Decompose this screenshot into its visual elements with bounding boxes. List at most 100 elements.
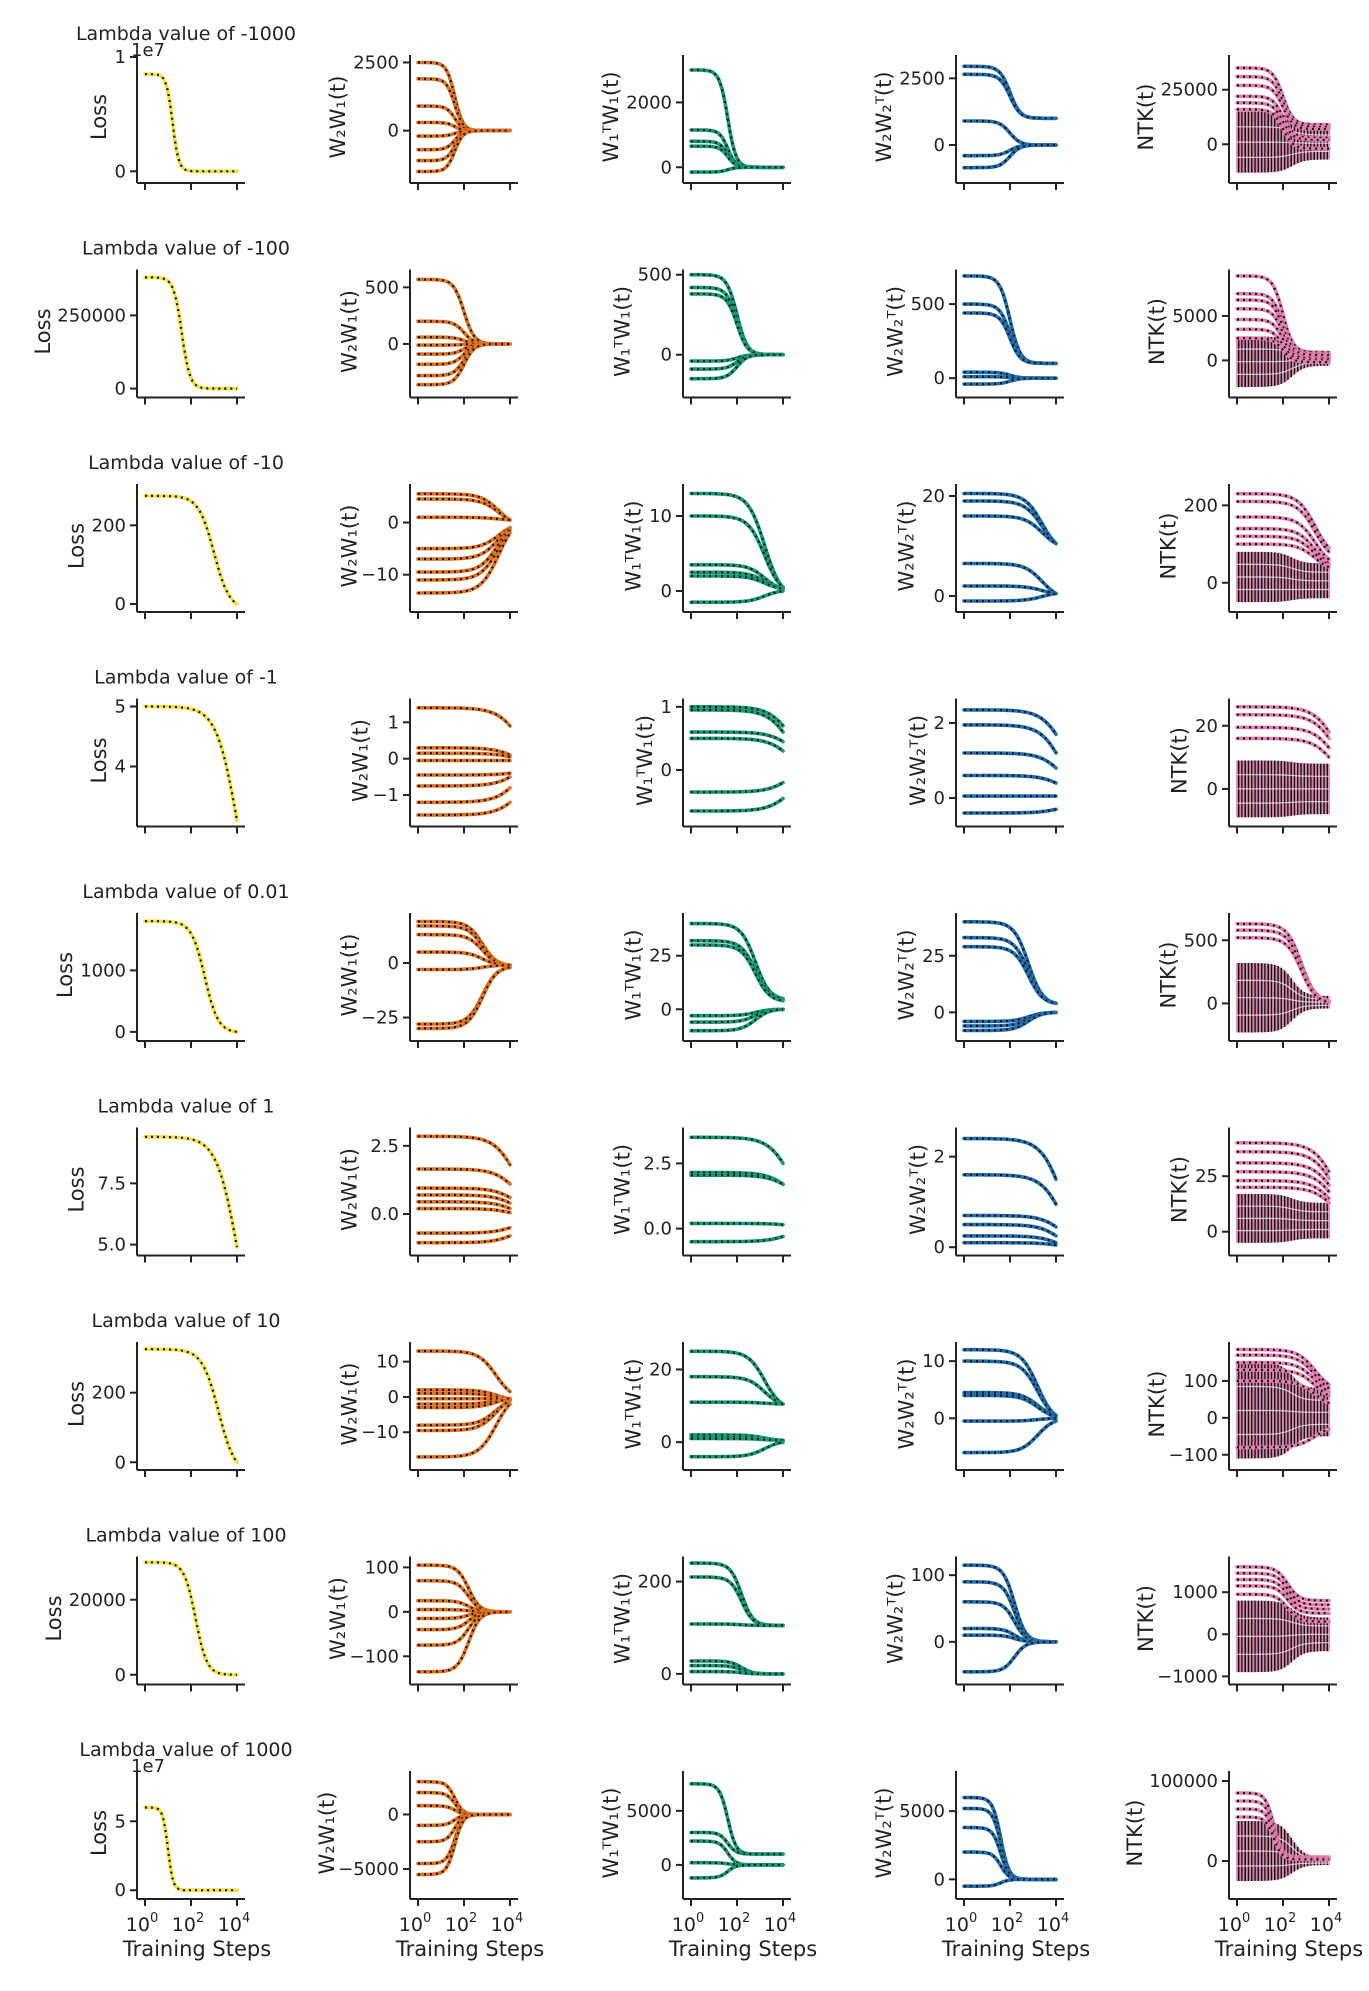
y-axis-label: W₂W₁(t) [326, 1577, 350, 1660]
series-dotted-line [1237, 84, 1329, 131]
y-tick-label: 25 [649, 946, 672, 967]
offset-label: 1e7 [131, 1756, 165, 1777]
series-line [416, 528, 512, 582]
y-tick-label: 200 [638, 1572, 672, 1593]
series-line [1235, 736, 1331, 760]
y-axis-label: W₂W₂ᵀ(t) [895, 500, 919, 591]
series-line [1235, 1141, 1331, 1174]
series-line [962, 72, 1058, 121]
series-line [1235, 526, 1331, 566]
x-tick-exponent: 4 [515, 1911, 523, 1926]
series-line [689, 68, 785, 170]
series-dotted-line [1237, 66, 1329, 126]
y-tick-label: 0 [934, 1237, 945, 1258]
y-tick-label: 0 [115, 161, 126, 182]
y-tick-label: 500 [638, 265, 672, 286]
series-line [416, 1167, 512, 1186]
y-axis-label: NTK(t) [1123, 1800, 1147, 1867]
y-tick-label: 20 [649, 1359, 672, 1380]
x-tick-label: 102 [718, 1911, 750, 1936]
ntk-band-line [1237, 1633, 1329, 1637]
y-tick-label: 10 [376, 1352, 399, 1373]
y-tick-label: 0 [115, 1665, 126, 1686]
series-dotted-line [964, 708, 1057, 735]
series-line [416, 800, 512, 817]
series-line [689, 514, 785, 590]
series-line [689, 796, 785, 813]
ntk-band-line [1237, 1004, 1329, 1016]
y-axis-label: W₂W₂ᵀ(t) [895, 1358, 919, 1449]
series-dotted-line [418, 129, 510, 173]
y-axis-label: Loss [87, 1810, 111, 1856]
series-dotted-line [1237, 737, 1330, 759]
series-line [143, 704, 239, 823]
series-line [689, 1436, 785, 1443]
series-line [962, 807, 1058, 815]
series-dotted-line [144, 1135, 239, 1248]
y-tick-label: 0 [1207, 134, 1218, 155]
y-tick-label: 0 [661, 999, 672, 1020]
y-axis-label: W₂W₂ᵀ(t) [872, 1787, 896, 1878]
y-axis-label: NTK(t) [1145, 1371, 1169, 1438]
panel-w2w1: −25 0 W₂W₁(t) [337, 913, 518, 1048]
series-line [416, 1396, 512, 1410]
y-tick-label: 0.0 [643, 1219, 672, 1240]
series-line [416, 525, 512, 561]
y-tick-label: 5 [115, 1811, 126, 1832]
ntk-band-line [1237, 141, 1329, 144]
x-tick-label: 104 [491, 1911, 523, 1936]
y-tick-label: 100 [365, 1557, 399, 1578]
y-tick-label: 5000 [1172, 306, 1218, 327]
panel-w2w1: −1 0 1 W₂W₁(t) [349, 698, 518, 834]
row-title: Lambda value of 1000 [79, 1739, 292, 1761]
series-line [962, 723, 1058, 755]
series-line [689, 1221, 785, 1227]
x-tick-exponent: 4 [788, 1911, 796, 1926]
y-axis-label: W₁ᵀW₁(t) [622, 1358, 646, 1449]
ntk-band [1236, 1193, 1330, 1243]
y-axis-label: NTK(t) [1134, 1585, 1158, 1652]
y-axis-label: W₁ᵀW₁(t) [610, 1573, 634, 1664]
y-axis-label: W₁ᵀW₁(t) [622, 929, 646, 1020]
series-dotted-line [418, 342, 510, 386]
series-line [1235, 1185, 1331, 1205]
y-tick-label: 0 [115, 594, 126, 615]
y-axis-label: Loss [64, 523, 88, 569]
y-tick-label: 0 [661, 760, 672, 781]
x-axis-label: Training Steps [668, 1937, 817, 1961]
y-axis-label: W₂W₁(t) [315, 1792, 339, 1875]
series-line [962, 514, 1058, 546]
series-dotted-line [1237, 1427, 1330, 1449]
series-line [416, 965, 512, 1031]
series-line [143, 494, 239, 606]
series-line [962, 1419, 1058, 1455]
series-line [962, 1173, 1058, 1206]
series-line [689, 1400, 785, 1406]
series-line [962, 944, 1058, 1006]
series-line [689, 943, 785, 1003]
ntk-band-line [1237, 150, 1329, 158]
ntk-band-line [1237, 576, 1329, 582]
x-tick-label: 102 [1264, 1911, 1296, 1936]
series-dotted-line [1237, 75, 1329, 128]
series-line [416, 1610, 512, 1632]
x-tick-exponent: 0 [150, 1911, 158, 1926]
series-line [416, 932, 512, 967]
x-tick-exponent: 0 [969, 1911, 977, 1926]
series-line [962, 376, 1058, 386]
series-dotted-line [1237, 95, 1329, 139]
series-dotted-line [418, 1135, 511, 1166]
row-title: Lambda value of 1 [98, 1096, 275, 1118]
y-tick-label: 0 [115, 1452, 126, 1473]
y-tick-label: 500 [1184, 930, 1218, 951]
series-dotted-line [1237, 1150, 1330, 1179]
panel-w2w1: 0.0 2.5 W₂W₁(t) [337, 1127, 518, 1263]
series-line [689, 1374, 785, 1406]
series-line [1235, 499, 1331, 554]
series-dotted-line [964, 119, 1056, 147]
